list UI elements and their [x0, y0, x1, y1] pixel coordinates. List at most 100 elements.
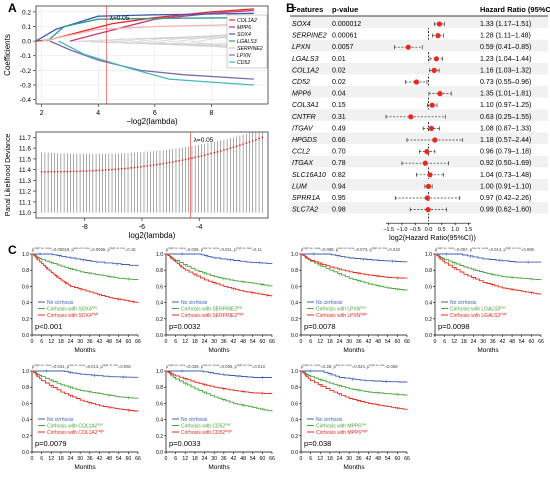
- km-ytick-label: 0.4: [22, 301, 29, 307]
- km-legend-low-label: Cirrhosis with CD52low: [181, 423, 231, 430]
- forest-point: [428, 125, 435, 131]
- km-xtick-label: 42: [231, 339, 237, 345]
- coef-legend-label: LPXN: [237, 53, 251, 59]
- forest-pvalue: 0.01: [332, 56, 346, 63]
- km-curve-low: [301, 253, 408, 291]
- km-xtick-label: 42: [500, 339, 506, 345]
- km-xtick-label: 0: [300, 339, 303, 345]
- coef-legend-label: COL1A2: [237, 18, 257, 24]
- cv-point: [159, 163, 161, 165]
- forest-ci-text: 0.99 (0.62–1.60): [480, 207, 531, 214]
- forest-pvalue: 0.78: [332, 160, 346, 167]
- cv-point: [178, 159, 181, 162]
- km-xtick-label: 60: [528, 339, 534, 345]
- forest-feature-label: SOX4: [292, 21, 311, 28]
- km-xtick-label: 48: [375, 339, 381, 345]
- km-curve-high: [166, 253, 273, 297]
- cv-point: [69, 170, 72, 173]
- km-xtick-label: 30: [77, 456, 83, 462]
- km-legend-high-label: Cirrhosis with LPXNhigh: [316, 312, 367, 319]
- km-legend-none-label: No cirrhosis: [316, 417, 343, 423]
- forest-point: [405, 44, 411, 50]
- km-ytick-label: 0.4: [156, 418, 163, 424]
- km-xtick-label: 60: [259, 456, 265, 462]
- coef-xtick-label: 6: [153, 110, 157, 117]
- forest-xlabel: log2(Hazard Ratio(95%CI)): [389, 233, 476, 242]
- km-ytick-label: 0.4: [22, 418, 29, 424]
- km-curve-high: [166, 370, 273, 394]
- km-curve-no-cirrhosis: [301, 253, 408, 263]
- forest-point: [429, 102, 435, 108]
- km-xtick-label: 54: [385, 339, 391, 345]
- km-ytick-label: 0.0: [22, 333, 29, 339]
- km-xtick-label: 66: [538, 339, 544, 345]
- km-pvalue-header: phigh vs. none=0.089, plow vs. none=0.07…: [301, 246, 401, 252]
- km-curve-high: [435, 253, 542, 295]
- km-legend-none-label: No cirrhosis: [47, 300, 74, 306]
- km-xtick-label: 36: [221, 456, 227, 462]
- forest-feature-label: CNTFR: [292, 114, 316, 121]
- cv-point: [123, 167, 126, 170]
- cv-ytick-label: 11.7: [19, 135, 32, 142]
- km-ytick-label: 0.6: [22, 401, 29, 407]
- forest-feature-label: SLC16A10: [292, 172, 326, 179]
- forest-feature-label: LUM: [292, 183, 307, 190]
- forest-header-features: Features: [292, 5, 323, 14]
- km-panel-lpxn: phigh vs. none=0.089, plow vs. none=0.07…: [291, 246, 410, 354]
- km-legend-high-label: Cirrhosis with COL1A2high: [47, 429, 104, 436]
- km-xtick-label: 30: [77, 339, 83, 345]
- cv-point: [143, 165, 145, 168]
- km-xtick-label: 12: [182, 456, 188, 462]
- km-xtick-label: 60: [125, 456, 131, 462]
- forest-pvalue: 0.98: [332, 207, 346, 214]
- km-xtick-label: 48: [240, 339, 246, 345]
- km-curve-no-cirrhosis: [301, 370, 408, 383]
- cv-point: [181, 159, 184, 161]
- km-xtick-label: 66: [269, 339, 275, 345]
- km-panel-mpp6: phigh vs. none=0.28, plow vs. none=0.024…: [291, 363, 410, 471]
- km-xtick-label: 30: [346, 456, 352, 462]
- km-xtick-label: 36: [490, 339, 496, 345]
- forest-point: [432, 137, 438, 143]
- forest-point: [437, 91, 443, 97]
- cv-point: [98, 169, 101, 172]
- km-xtick-label: 12: [451, 339, 457, 345]
- cv-point: [207, 153, 209, 156]
- cv-point: [114, 168, 117, 171]
- coef-legend-label: SOX4: [237, 32, 251, 38]
- km-ytick-label: 0.6: [156, 284, 163, 290]
- km-xtick-label: 12: [182, 339, 188, 345]
- coef-xlabel: −log2(lambda): [126, 117, 178, 126]
- km-ytick-label: 0.2: [156, 317, 163, 323]
- km-ytick-label: 1.0: [22, 369, 29, 375]
- cv-point: [40, 170, 43, 173]
- forest-ci-text: 0.96 (0.79–1.18): [480, 149, 531, 156]
- cv-xtick-label: -8: [82, 224, 88, 231]
- cv-point: [72, 170, 75, 173]
- km-legend-none-label: No cirrhosis: [181, 300, 208, 306]
- forest-ci-text: 1.16 (1.03–1.32): [480, 67, 531, 74]
- forest-ci-text: 0.92 (0.50–1.69): [480, 160, 531, 167]
- km-xtick-label: 54: [250, 456, 256, 462]
- lasso-cv-deviance-chart: 11.0 11.1 11.2 11.3 11.4 11.5 11.6 11.7 -8 -6 -4 λ=…: [5, 131, 269, 240]
- cv-xtick-label: -6: [139, 224, 145, 231]
- cv-point: [152, 164, 155, 166]
- km-xtick-label: 18: [327, 339, 333, 345]
- cv-lambda-label: λ=0.05: [194, 137, 214, 144]
- km-xtick-label: 12: [317, 339, 323, 345]
- coef-path-minor: [79, 37, 260, 42]
- km-xtick-label: 24: [471, 339, 477, 345]
- coef-xtick-label: 4: [96, 110, 100, 117]
- cv-ytick-label: 11.0: [19, 210, 32, 217]
- km-ytick-label: 0.8: [291, 385, 298, 391]
- cv-ytick-label: 11.3: [19, 178, 32, 185]
- forest-ci-text: 0.63 (0.25–1.55): [480, 114, 531, 121]
- forest-feature-label: LPXN: [292, 44, 311, 51]
- km-xlabel: Months: [208, 347, 230, 354]
- forest-feature-label: MPP6: [292, 91, 311, 98]
- km-xtick-label: 6: [40, 339, 43, 345]
- km-ytick-label: 0.2: [291, 434, 298, 440]
- km-xtick-label: 6: [174, 339, 177, 345]
- km-ytick-label: 0.0: [156, 333, 163, 339]
- km-curve-no-cirrhosis: [32, 253, 139, 267]
